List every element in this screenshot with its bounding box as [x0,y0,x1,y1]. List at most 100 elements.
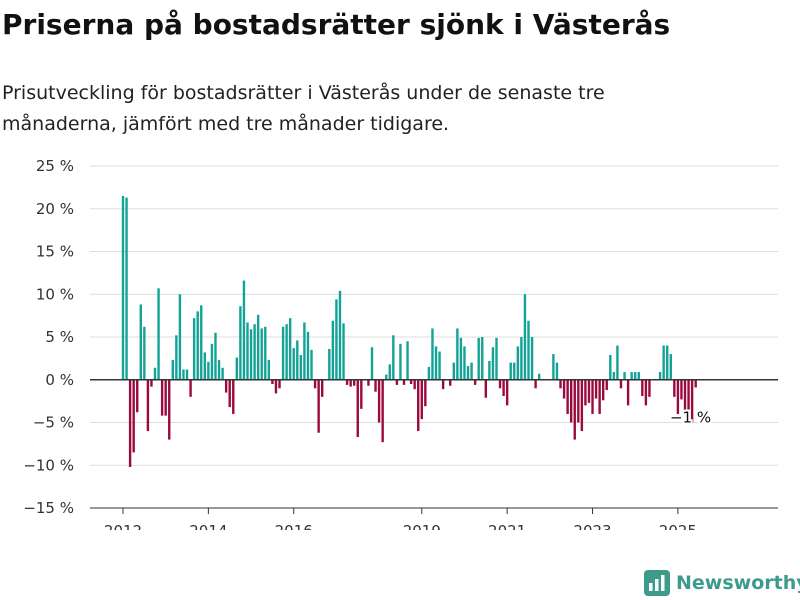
bar [619,379,623,389]
bar [121,195,125,380]
bar [288,318,292,380]
bar [128,379,132,467]
bar [381,379,384,443]
newsworthy-logo-icon [644,570,670,596]
bar [264,326,267,380]
bar [509,362,512,380]
bar [153,367,157,380]
bar [449,379,452,386]
bar [260,328,263,380]
bar [441,379,445,390]
bar [256,314,260,380]
chart-title: Priserna på bostadsrätter sjönk i Väster… [2,8,671,41]
bar [491,347,495,380]
y-axis-tick-labels: −15 % −10 % −5 % 0 % 5 % 10 % 15 % 20 % 25 % [23,157,74,517]
bar [345,379,349,385]
bar [239,306,242,380]
bar [523,294,527,380]
bar [217,360,221,380]
bar [456,328,459,380]
y-tick-label: 20 % [36,200,74,218]
bar [271,379,274,385]
bar [320,379,324,397]
bar [637,372,640,380]
bar [278,379,281,389]
bar [175,335,178,380]
bar [559,379,562,389]
bar [417,379,420,432]
bar [505,379,509,406]
bar [395,379,399,385]
bar [584,379,587,406]
bar [409,379,413,385]
bar [609,354,612,380]
bars [121,195,697,467]
bar [630,372,633,380]
bar [530,337,534,380]
bar [466,366,470,380]
bar [569,379,573,423]
x-tick-label: 2014 [189,522,227,530]
x-axis-ticks: 2012 2014 2016 2019 2021 2023 2025 [104,508,697,530]
y-tick-label: 0 % [45,371,74,389]
bar [132,379,135,453]
annotation: −1 % [668,406,713,428]
bar [313,379,317,389]
bar [495,337,498,380]
bar [377,379,381,423]
y-tick-label: −5 % [33,414,74,432]
bar [249,329,253,380]
bar [427,366,431,380]
bar [438,351,441,380]
y-tick-label: 5 % [45,328,74,346]
bar [171,360,174,380]
bar [203,352,207,380]
bar [513,362,516,380]
bar [481,337,484,380]
bar [235,357,239,380]
bar [296,340,299,380]
bar [374,379,377,392]
bar [502,379,505,396]
bar [498,379,502,389]
bar [562,379,566,399]
bar [356,379,359,438]
bar [331,320,335,380]
bar [690,379,694,423]
x-tick-label: 2016 [275,522,313,530]
bar [473,379,477,385]
x-tick-label: 2012 [104,522,142,530]
bar [310,349,313,380]
bar [285,324,288,380]
x-tick-label: 2025 [659,522,697,530]
bar [527,320,530,380]
bar [452,362,455,380]
y-tick-label: 10 % [36,285,74,303]
bar [370,347,374,380]
bar [591,379,594,414]
bar [694,379,697,388]
bar [399,343,402,380]
bar [242,280,246,380]
bar [267,360,271,380]
newsworthy-logo: Newsworthy [644,568,800,598]
bar [392,335,395,380]
annotation-label: −1 % [670,408,711,426]
bar [431,328,434,380]
bar-chart: −15 % −10 % −5 % 0 % 5 % 10 % 15 % 20 % 25 % 201… [23,157,778,530]
bar [164,379,167,416]
bar [385,374,388,380]
bar [224,379,228,393]
bar [160,379,164,416]
bar [644,379,648,406]
bar [623,372,626,380]
bar [477,337,480,380]
bar [281,326,285,380]
bar [634,372,637,380]
bar [221,367,224,380]
bar [463,346,466,380]
bar [669,354,672,380]
bar [459,337,463,380]
bar [292,348,295,380]
bar [253,324,256,380]
